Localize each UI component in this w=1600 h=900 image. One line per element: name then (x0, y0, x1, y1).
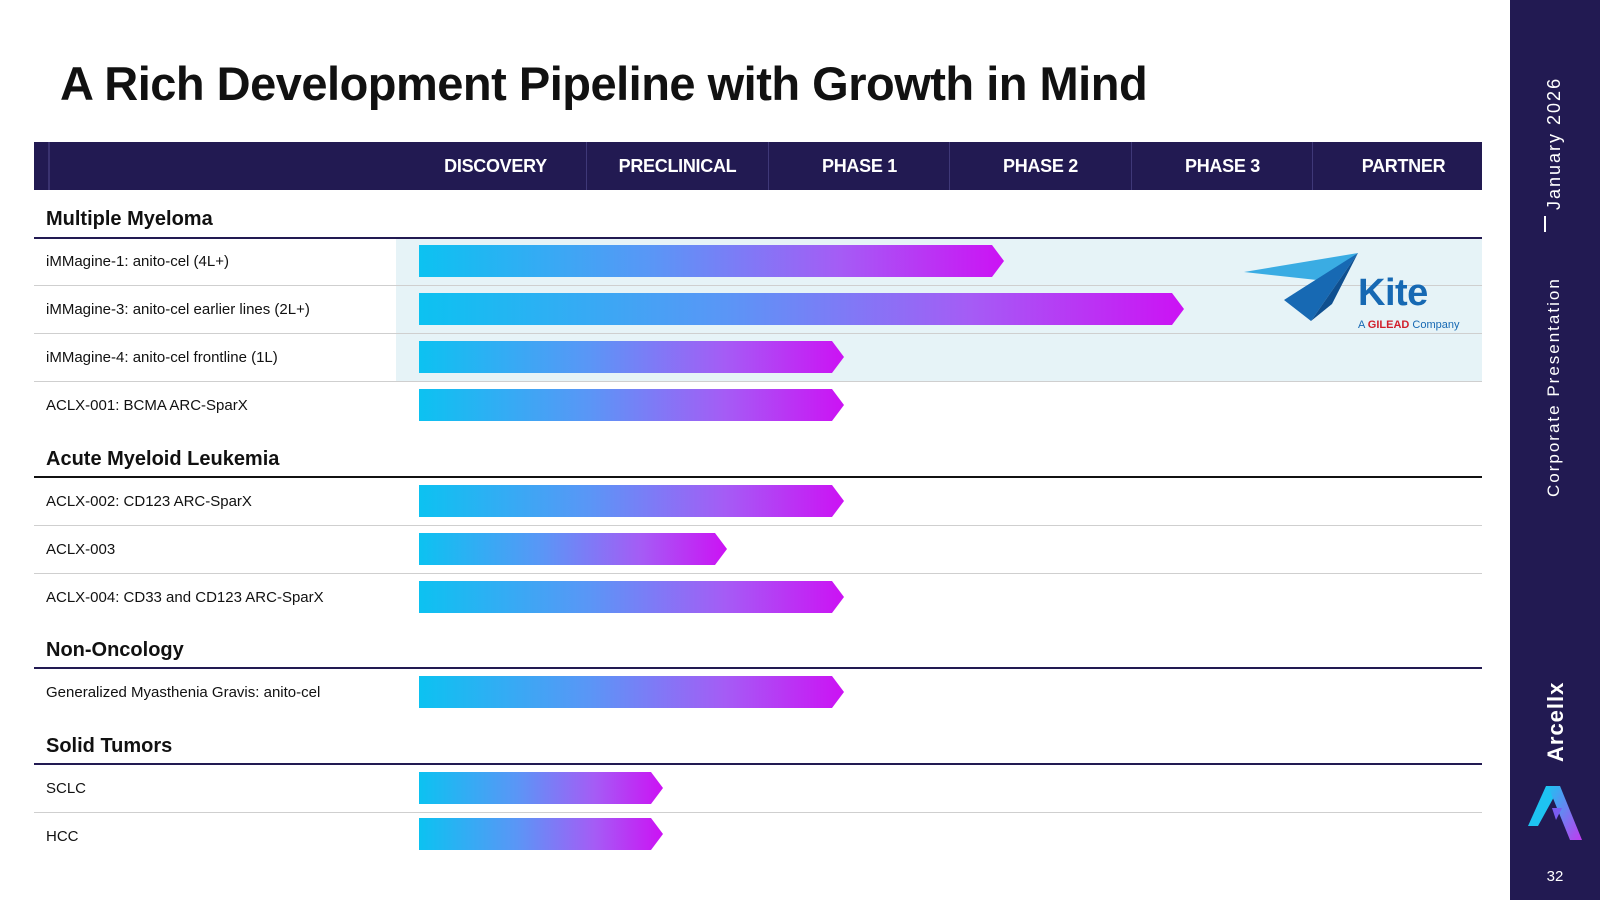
program-label: ACLX-004: CD33 and CD123 ARC-SparX (46, 589, 324, 606)
arcellx-logo-icon (1528, 786, 1582, 840)
tagline-prefix: A (1358, 319, 1365, 331)
section-rule (34, 667, 1482, 669)
progress-bar (419, 341, 844, 373)
program-label: SCLC (46, 780, 87, 797)
header-divider (768, 142, 769, 190)
col-phase1: PHASE 1 (822, 155, 897, 176)
tagline-brand: GILEAD (1367, 319, 1410, 331)
progress-bar (419, 533, 727, 565)
header-edge (48, 142, 50, 190)
row-divider (34, 381, 1482, 382)
sidebar-date: January 2026 (1544, 76, 1564, 210)
row-divider (34, 333, 1482, 334)
section-title: Solid Tumors (46, 735, 173, 757)
pipeline-header: DISCOVERY PRECLINICAL PHASE 1 PHASE 2 PH… (34, 142, 1482, 190)
progress-bar (419, 485, 844, 517)
section-rule (34, 763, 1482, 765)
page-number: 32 (1546, 868, 1564, 885)
sidebar-brand: Arcellx (1543, 681, 1568, 762)
program-label: iMMagine-4: anito-cel frontline (1L) (46, 349, 278, 366)
progress-bar (419, 676, 844, 708)
section-rule (34, 237, 1482, 239)
progress-bar (419, 818, 663, 850)
col-partner: PARTNER (1361, 155, 1446, 176)
col-preclinical: PRECLINICAL (618, 155, 737, 176)
kite-logo-icon (1244, 253, 1358, 321)
sidebar-subtitle: Corporate Presentation (1544, 277, 1563, 497)
progress-bar (419, 245, 1004, 277)
header-divider (1131, 142, 1132, 190)
row-divider (34, 573, 1482, 574)
program-label: HCC (46, 828, 79, 845)
partner-tagline: A GILEAD Company (1358, 319, 1460, 331)
program-label: iMMagine-1: anito-cel (4L+) (46, 253, 229, 270)
col-discovery: DISCOVERY (444, 155, 547, 176)
progress-bar (419, 389, 844, 421)
progress-bar (419, 293, 1184, 325)
partner-name: Kite (1358, 272, 1428, 314)
col-phase2: PHASE 2 (1003, 155, 1078, 176)
sidebar-divider (1544, 216, 1546, 232)
program-label: iMMagine-3: anito-cel earlier lines (2L+… (46, 301, 310, 318)
section-title: Non-Oncology (46, 639, 184, 661)
progress-bar (419, 581, 844, 613)
col-phase3: PHASE 3 (1185, 155, 1260, 176)
sidebar (1510, 0, 1600, 900)
header-divider (586, 142, 587, 190)
section-title: Acute Myeloid Leukemia (46, 448, 280, 470)
tagline-suffix: Company (1412, 319, 1460, 331)
row-divider (34, 525, 1482, 526)
row-divider (34, 812, 1482, 813)
header-divider (1312, 142, 1313, 190)
page-title: A Rich Development Pipeline with Growth … (60, 57, 1148, 110)
section-rule (34, 476, 1482, 478)
program-label: ACLX-003 (46, 541, 116, 558)
program-label: ACLX-001: BCMA ARC-SparX (46, 397, 248, 414)
program-label: Generalized Myasthenia Gravis: anito-cel (46, 684, 321, 701)
row-divider (34, 285, 1482, 286)
section-title: Multiple Myeloma (46, 208, 213, 230)
header-divider (949, 142, 950, 190)
progress-bar (419, 772, 663, 804)
program-label: ACLX-002: CD123 ARC-SparX (46, 493, 252, 510)
